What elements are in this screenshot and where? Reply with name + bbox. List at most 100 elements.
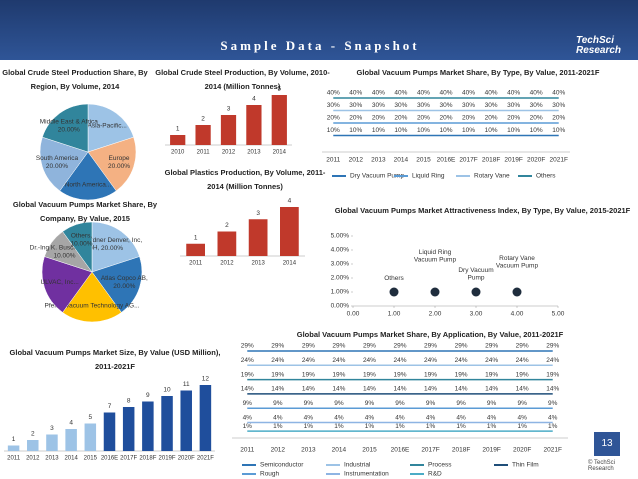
bar — [217, 231, 237, 256]
data-label: 20% — [417, 115, 430, 122]
legend-label: Others — [536, 173, 556, 180]
slice-value-label: 10.00% — [70, 240, 92, 247]
data-label: 30% — [507, 102, 520, 109]
data-label: 29% — [271, 343, 284, 350]
point-label: Dry Vacuum Pump — [458, 267, 493, 282]
slice-value-label: 20.00% — [46, 163, 68, 170]
data-label: 30% — [372, 102, 385, 109]
bar — [280, 207, 299, 256]
bubble — [512, 287, 522, 297]
data-label: 20% — [507, 115, 520, 122]
pie-slice — [59, 151, 117, 201]
x-tick-label: 2010 — [171, 150, 185, 156]
data-label: 29% — [424, 343, 437, 350]
x-tick-label: 0.00 — [347, 311, 360, 318]
y-tick-label: 5.00% — [331, 233, 350, 240]
data-label: 20% — [394, 115, 407, 122]
slice-label: Others, — [71, 232, 93, 239]
data-label: 14% — [241, 386, 254, 393]
x-tick-label: 2020F — [527, 157, 545, 164]
data-label: 9% — [517, 400, 527, 407]
data-label: 4% — [487, 414, 497, 421]
slice-label: Pfeffer Vacuum Technology AG... — [44, 303, 139, 310]
bubble — [430, 287, 440, 297]
bubble — [389, 287, 399, 297]
x-tick-label: 2016E — [101, 456, 118, 462]
x-tick-label: 2014 — [394, 157, 409, 164]
x-tick-label: 2011 — [189, 261, 203, 267]
data-label: 14% — [516, 386, 529, 393]
x-tick-label: 2012 — [26, 456, 40, 462]
data-label: 4% — [456, 414, 466, 421]
bar — [122, 407, 135, 451]
bar — [199, 385, 212, 451]
data-label: 4% — [243, 414, 253, 421]
data-label: 14% — [332, 386, 345, 393]
data-label: 19% — [271, 371, 284, 378]
data-label: 2 — [31, 431, 35, 438]
slice-label: Middle East & Africa — [40, 118, 99, 125]
x-tick-label: 2014 — [332, 447, 347, 454]
data-label: 24% — [516, 357, 529, 364]
pie-slice — [87, 136, 137, 192]
bar — [103, 412, 116, 451]
bar — [65, 429, 77, 451]
header-title: Sample Data - Snapshot — [220, 38, 420, 53]
data-label: 2 — [225, 222, 229, 229]
pie-slice — [42, 103, 89, 153]
logo-text: Research — [576, 45, 622, 56]
chart-title: Global Vacuum Pumps Market Share, By Typ… — [356, 68, 600, 77]
data-label: 40% — [530, 90, 543, 97]
x-tick-label: 2011 — [197, 150, 211, 156]
x-tick-label: 2015 — [416, 157, 431, 164]
legend-label: R&D — [428, 471, 442, 478]
x-tick-label: 2011 — [326, 157, 340, 164]
data-label: 9% — [426, 400, 436, 407]
data-label: 10% — [530, 127, 543, 134]
data-label: 3 — [256, 210, 260, 217]
data-label: 24% — [424, 357, 437, 364]
x-tick-label: 2.00 — [429, 311, 442, 318]
x-tick-label: 2018F — [139, 456, 156, 462]
data-label: 9% — [273, 400, 283, 407]
header-bar — [0, 0, 638, 60]
legend-label: Liquid Ring — [412, 173, 445, 180]
copyright: © TechSci Research — [588, 460, 615, 472]
data-label: 20% — [349, 115, 362, 122]
data-label: 40% — [349, 90, 362, 97]
data-label: 10% — [349, 127, 362, 134]
data-label: 24% — [393, 357, 406, 364]
data-label: 19% — [363, 371, 376, 378]
data-label: 29% — [455, 343, 468, 350]
data-label: 10% — [439, 127, 452, 134]
data-label: 29% — [485, 343, 498, 350]
bubble — [471, 287, 481, 297]
data-label: 14% — [485, 386, 498, 393]
data-label: 1% — [487, 423, 497, 430]
data-label: 24% — [363, 357, 376, 364]
data-label: 1% — [243, 423, 253, 430]
x-tick-label: 2013 — [301, 447, 316, 454]
data-label: 10% — [327, 127, 340, 134]
data-label: 24% — [241, 357, 254, 364]
slice-label: Dr.-Ing K. Busch GmbH, — [30, 245, 100, 252]
legend-label: Rough — [260, 471, 280, 478]
legend-label: Process — [428, 462, 452, 469]
slice-value-label: 20.00% — [58, 126, 80, 133]
data-label: 29% — [302, 343, 315, 350]
data-label: 30% — [349, 102, 362, 109]
data-label: 9% — [548, 400, 558, 407]
data-label: 19% — [455, 371, 468, 378]
x-tick-label: 2017F — [120, 456, 137, 462]
data-label: 24% — [302, 357, 315, 364]
data-label: 24% — [546, 357, 559, 364]
data-label: 1% — [365, 423, 375, 430]
data-label: 24% — [485, 357, 498, 364]
bar — [84, 423, 97, 451]
data-label: 20% — [552, 115, 565, 122]
legend-label: Rotary Vane — [474, 173, 510, 180]
data-label: 20% — [530, 115, 543, 122]
x-tick-label: 2013 — [247, 150, 261, 156]
data-label: 4% — [517, 414, 527, 421]
